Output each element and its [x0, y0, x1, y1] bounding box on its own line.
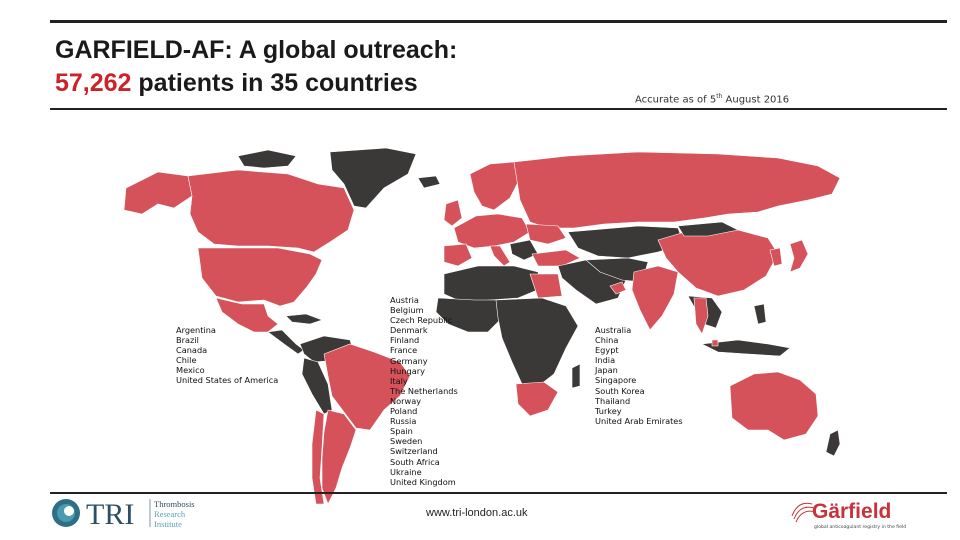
region-madagascar — [571, 363, 581, 389]
region-mexico — [215, 297, 279, 333]
region-uae — [609, 281, 627, 295]
region-mongolia — [677, 221, 739, 237]
region-central-africa — [495, 297, 579, 389]
tri-logo: TRI Thrombosis Research Institute — [52, 498, 195, 531]
list-item: Germany — [390, 355, 428, 366]
list-item: Mexico — [176, 365, 205, 376]
list-item: Norway — [390, 395, 422, 406]
region-brazil — [323, 343, 411, 431]
svg-text:Gärfield: Gärfield — [812, 500, 891, 523]
list-item: Denmark — [390, 325, 428, 336]
country-list-europe-africa: Austria Belgium Czech Republic Denmark F… — [390, 295, 458, 487]
list-item: Austria — [390, 295, 419, 305]
region-iceland — [417, 175, 441, 189]
list-item: Argentina — [176, 325, 216, 335]
list-item: United Arab Emirates — [595, 415, 683, 426]
list-item: Canada — [176, 345, 208, 356]
list-item: Finland — [390, 335, 420, 346]
list-item: Czech Republic — [390, 315, 453, 326]
list-item: South Korea — [595, 385, 645, 396]
region-ukraine — [525, 223, 567, 245]
region-iberia — [443, 243, 473, 267]
region-usa — [197, 247, 323, 307]
list-item: Russia — [390, 416, 417, 427]
region-balkans — [509, 239, 539, 261]
region-thailand — [693, 297, 709, 335]
list-item: Poland — [390, 406, 418, 417]
region-singapore — [711, 339, 719, 347]
list-item: Italy — [390, 375, 408, 386]
list-item: China — [595, 335, 619, 346]
region-caribbean — [285, 313, 323, 325]
region-new-zealand — [825, 429, 841, 457]
accuracy-note: Accurate as of 5th August 2016 — [635, 93, 790, 106]
region-italy — [489, 245, 511, 267]
list-item: Australia — [595, 325, 632, 335]
patient-count: 57,262 — [55, 69, 132, 97]
list-item: Turkey — [595, 405, 622, 416]
region-arctic-islands — [237, 149, 297, 169]
world-map — [123, 148, 841, 505]
region-central-asia — [567, 225, 685, 259]
svg-text:TRI: TRI — [86, 498, 134, 531]
region-greenland — [329, 148, 417, 209]
footer-rule — [50, 492, 947, 494]
slide-title: GARFIELD-AF: A global outreach: 57,262 p… — [55, 34, 457, 100]
list-item: South Africa — [390, 456, 440, 467]
title-line2: patients in 35 countries — [131, 69, 418, 97]
country-list-asia-pacific: Australia China Egypt India Japan Singap… — [595, 325, 683, 426]
garfield-swirl-icon — [791, 502, 817, 523]
list-item: United States of America — [176, 375, 279, 386]
garfield-logo: Gärfield global anticoagulant registry i… — [791, 500, 906, 530]
list-item: Belgium — [390, 305, 424, 316]
list-item: France — [390, 345, 418, 356]
svg-text:Thrombosis: Thrombosis — [154, 499, 195, 509]
list-item: Hungary — [390, 365, 425, 376]
region-china — [657, 227, 779, 297]
region-indonesia — [700, 339, 791, 357]
region-korea — [769, 247, 783, 267]
title-rule — [50, 108, 947, 110]
top-rule — [50, 20, 947, 23]
region-south-africa — [515, 381, 559, 417]
list-item: India — [595, 355, 616, 366]
list-item: Thailand — [595, 395, 631, 406]
list-item: The Netherlands — [390, 385, 458, 396]
region-turkey — [531, 249, 581, 267]
website-link[interactable]: www.tri-london.ac.uk — [426, 507, 528, 519]
list-item: Spain — [390, 426, 413, 437]
region-russia — [513, 151, 841, 229]
region-canada — [187, 169, 355, 253]
svg-text:Institute: Institute — [154, 519, 182, 529]
region-australia — [729, 371, 819, 441]
list-item: United Kingdom — [390, 476, 456, 487]
region-scandinavia — [469, 161, 521, 211]
country-list-americas: Argentina Brazil Canada Chile Mexico Uni… — [176, 325, 278, 386]
region-argentina — [321, 409, 357, 505]
svg-text:global anticoagulant registry: global anticoagulant registry in the fie… — [814, 524, 906, 530]
list-item: Chile — [176, 355, 197, 366]
svg-text:Research: Research — [154, 509, 186, 519]
region-india — [631, 265, 679, 331]
title-line1: GARFIELD-AF: A global outreach: — [55, 36, 458, 64]
region-japan — [789, 239, 809, 273]
region-egypt — [529, 273, 563, 299]
list-item: Ukraine — [390, 466, 422, 477]
region-north-africa — [443, 265, 543, 303]
region-philippines — [753, 303, 767, 325]
region-chile — [311, 409, 325, 505]
list-item: Singapore — [595, 375, 637, 386]
region-west-africa — [435, 297, 503, 333]
region-uk — [443, 199, 463, 227]
list-item: Japan — [595, 365, 618, 376]
region-alaska — [123, 171, 193, 215]
list-item: Sweden — [390, 436, 423, 447]
list-item: Egypt — [595, 345, 619, 356]
list-item: Brazil — [176, 335, 199, 346]
list-item: Switzerland — [390, 446, 438, 457]
